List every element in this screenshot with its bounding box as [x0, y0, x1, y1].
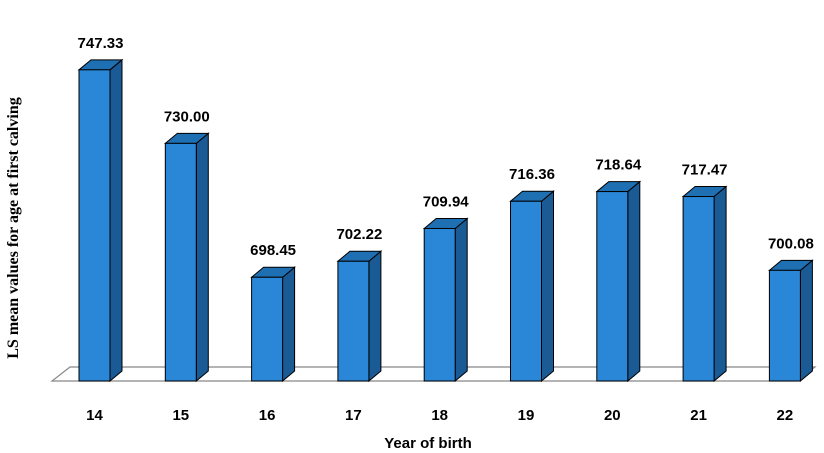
bar-front-face [423, 227, 456, 382]
bar-front-face [768, 269, 801, 382]
bar-side-face [109, 58, 123, 383]
bar-front-face [78, 69, 111, 382]
x-tick-label-16: 16 [259, 407, 276, 424]
data-label-17: 702.22 [336, 226, 382, 243]
bar-side-face [627, 180, 641, 383]
bar-front-face [596, 191, 629, 382]
bar-series [77, 58, 814, 383]
x-tick-label-21: 21 [690, 407, 707, 424]
data-label-22: 700.08 [768, 235, 814, 252]
bar-side-face [541, 190, 554, 383]
x-tick-label-18: 18 [431, 407, 448, 424]
bar-front-face [682, 196, 715, 382]
bar-side-face [713, 185, 727, 383]
bar-22 [768, 259, 814, 383]
bar-side-face [282, 266, 296, 383]
x-tick-label-14: 14 [86, 407, 103, 424]
x-tick-label-15: 15 [172, 407, 189, 424]
data-label-20: 718.64 [595, 157, 642, 174]
bar-front-face [337, 260, 370, 382]
bar-21 [681, 185, 728, 383]
x-tick-label-20: 20 [604, 407, 621, 424]
bar-15 [163, 132, 210, 383]
bar-18 [422, 217, 469, 383]
bar-side-face [195, 132, 209, 383]
data-label-14: 747.33 [78, 35, 124, 52]
x-axis-title: Year of birth [384, 435, 472, 452]
data-label-15: 730.00 [164, 108, 210, 125]
bar-front-face [510, 200, 542, 382]
bar-side-face [799, 259, 813, 383]
bar-front-face [251, 276, 284, 382]
data-label-16: 698.45 [250, 242, 296, 259]
bar-16 [250, 266, 296, 383]
bar-front-face [164, 142, 197, 382]
x-tick-label-22: 22 [777, 407, 794, 424]
data-label-18: 709.94 [423, 193, 470, 210]
data-label-19: 716.36 [509, 166, 555, 183]
bar-side-face [368, 250, 382, 383]
bar-14 [77, 58, 124, 383]
bar-20 [595, 180, 642, 383]
bar-17 [336, 250, 383, 383]
bar-side-face [454, 217, 468, 383]
x-tick-label-19: 19 [518, 407, 535, 424]
bar-19 [509, 190, 555, 383]
y-axis-title: LS mean values for age at first calving [5, 97, 22, 358]
data-label-21: 717.47 [682, 162, 728, 179]
data-labels: 747.33 730.00 698.45 702.22 709.94 716.36 718.… [78, 35, 814, 259]
x-axis-ticks: 14 15 16 17 18 19 20 21 22 [86, 407, 793, 424]
x-tick-label-17: 17 [345, 407, 362, 424]
